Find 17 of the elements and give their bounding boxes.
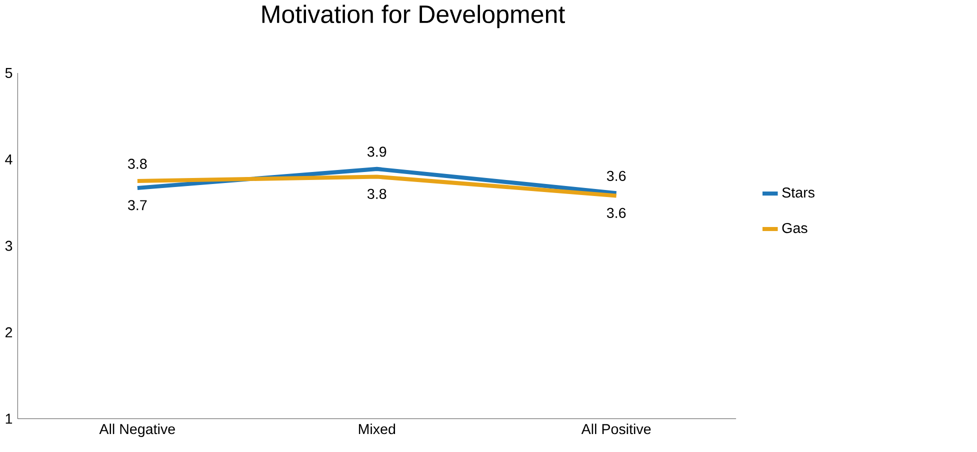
y-tick-label: 1 [6,414,12,424]
data-label: 3.6 [606,208,626,218]
data-label: 3.7 [128,200,147,210]
y-tick-label: 3 [5,240,12,251]
y-tick-label: 2 [5,327,12,338]
x-tick-label: All Negative [99,424,175,438]
legend-label: Stars [782,188,814,198]
legend-label: Gas [782,222,808,234]
data-label: 3.8 [367,188,386,200]
x-tick-label: All Positive [581,424,651,434]
chart-title: Motivation for Development [262,4,565,28]
data-label: 3.6 [606,170,626,182]
data-label: 3.9 [367,146,386,157]
data-label: 3.8 [128,158,147,169]
x-tick-label: Mixed [358,424,396,434]
y-tick-label: 4 [5,154,12,164]
y-tick-label: 5 [5,68,12,78]
